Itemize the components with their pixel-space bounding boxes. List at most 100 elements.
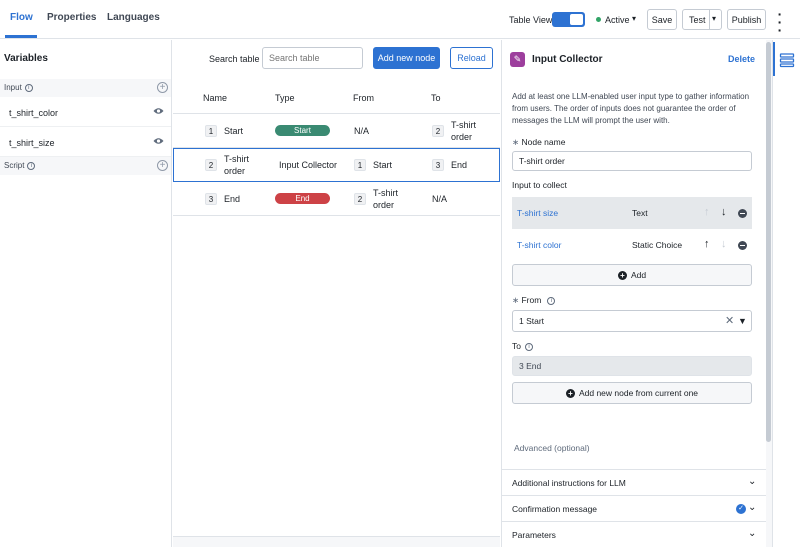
table-row[interactable]: 1 Start Start N/A 2 T-shirt order — [173, 114, 500, 148]
to-index: 3 — [432, 159, 444, 171]
search-input[interactable] — [262, 47, 363, 69]
to-value: N/A — [432, 194, 448, 204]
add-new-node-button[interactable]: Add new node — [373, 47, 440, 69]
add-input-icon[interactable]: + — [157, 82, 168, 93]
input-item-name[interactable]: T-shirt color — [517, 240, 562, 250]
accordion-label: Confirmation message — [512, 504, 598, 514]
publish-button[interactable]: Publish — [727, 9, 766, 30]
advanced-label: Advanced (optional) — [514, 443, 590, 453]
horizontal-scrollbar[interactable] — [173, 536, 500, 547]
to-value: End — [451, 160, 468, 170]
caret-down-icon[interactable]: ▼ — [738, 316, 747, 326]
top-bar: Flow Properties Languages Table View Act… — [0, 0, 800, 39]
node-index: 1 — [205, 125, 217, 137]
reload-button[interactable]: Reload — [450, 47, 493, 69]
caret-down-icon[interactable]: ▾ — [632, 14, 637, 23]
eye-icon[interactable] — [153, 137, 164, 145]
move-down-icon[interactable]: ↓ — [721, 238, 727, 250]
input-section-text: Input — [4, 83, 22, 92]
input-collector-icon: ✎ — [510, 52, 525, 67]
from-index: 2 — [354, 193, 366, 205]
vertical-scrollbar-thumb[interactable] — [766, 42, 771, 442]
node-index: 3 — [205, 193, 217, 205]
accordion-additional-instructions[interactable]: Additional instructions for LLM ⌄ — [502, 469, 768, 495]
accordion-parameters[interactable]: Parameters ⌄ — [502, 521, 768, 547]
move-up-icon[interactable]: ↑ — [704, 206, 710, 218]
required-asterisk-icon: ∗ — [512, 137, 522, 147]
table-row-selected[interactable]: 2 T-shirt order Input Collector 1 Start … — [173, 148, 500, 182]
info-icon: i — [24, 83, 33, 92]
accordion-confirmation-message[interactable]: Confirmation message ✓ ⌄ — [502, 495, 768, 521]
script-section-label: Script i — [4, 161, 36, 170]
add-script-icon[interactable]: + — [157, 160, 168, 171]
column-header-from[interactable]: From — [353, 93, 374, 103]
delete-button[interactable]: Delete — [728, 54, 756, 64]
input-item-row[interactable]: T-shirt size Text ↑ ↓ — [512, 197, 752, 229]
input-item-row[interactable]: T-shirt color Static Choice ↑ ↓ — [512, 229, 752, 261]
node-details-panel: ✎ Input Collector Delete Add at least on… — [501, 40, 772, 547]
split-divider — [709, 10, 710, 29]
panel-description: Add at least one LLM-enabled user input … — [512, 92, 750, 125]
add-input-button[interactable]: + Add — [512, 264, 752, 286]
table-view-toggle[interactable] — [552, 12, 585, 27]
from-label: ∗ From i — [512, 295, 556, 306]
rail-active-indicator — [773, 42, 775, 76]
column-header-to[interactable]: To — [431, 93, 441, 103]
clear-icon[interactable]: ✕ — [725, 315, 735, 327]
move-up-icon[interactable]: ↑ — [704, 238, 710, 250]
more-menu-icon[interactable]: · · · — [777, 6, 783, 38]
variable-row[interactable]: t_shirt_color — [0, 98, 171, 127]
right-rail — [772, 40, 800, 547]
add-node-from-current-button[interactable]: + Add new node from current one — [512, 382, 752, 404]
variable-row[interactable]: t_shirt_size — [0, 128, 171, 157]
input-to-collect-label: Input to collect — [512, 180, 567, 190]
variables-title: Variables — [4, 53, 48, 64]
to-index: 2 — [432, 125, 444, 137]
table-row[interactable]: 3 End End 2 T-shirt order N/A — [173, 182, 500, 216]
input-item-name[interactable]: T-shirt size — [517, 208, 559, 218]
remove-icon[interactable] — [738, 209, 747, 218]
tab-languages[interactable]: Languages — [107, 12, 160, 23]
remove-icon[interactable] — [738, 241, 747, 250]
to-field-readonly: 3 End — [512, 356, 752, 376]
node-index: 2 — [205, 159, 217, 171]
panel-title: Input Collector — [532, 54, 603, 65]
variable-name: t_shirt_color — [9, 108, 59, 118]
add-input-label: Add — [630, 270, 647, 280]
to-label: To i — [512, 341, 533, 351]
node-name-label-text: Node name — [521, 137, 566, 147]
toggle-knob — [570, 14, 583, 25]
accordion-label: Parameters — [512, 530, 556, 540]
input-section-label: Input i — [4, 83, 33, 92]
caret-down-icon[interactable]: ▾ — [712, 14, 717, 23]
input-section-header: Input i + — [0, 79, 171, 97]
tab-flow[interactable]: Flow — [10, 12, 33, 23]
header-divider — [173, 113, 500, 114]
from-value: T-shirt order — [373, 188, 399, 210]
tab-properties[interactable]: Properties — [47, 12, 97, 23]
input-item-type: Text — [632, 208, 648, 218]
info-icon: i — [547, 296, 556, 305]
status-dropdown[interactable]: Active — [605, 15, 630, 25]
details-panel-icon[interactable] — [779, 52, 795, 68]
input-item-type: Static Choice — [632, 240, 683, 250]
column-header-name[interactable]: Name — [203, 93, 228, 103]
chevron-down-icon: ⌄ — [748, 476, 757, 487]
node-name-field[interactable]: T-shirt order — [512, 151, 752, 171]
from-select[interactable]: 1 Start ✕ ▼ — [512, 310, 752, 332]
column-header-type[interactable]: Type — [275, 93, 295, 103]
variables-panel: Variables Input i + t_shirt_color t_shirt… — [0, 40, 172, 547]
from-select-value: 1 Start — [519, 316, 545, 326]
test-button[interactable]: Test ▾ — [682, 9, 722, 30]
script-section-text: Script — [4, 161, 25, 170]
move-down-icon[interactable]: ↓ — [721, 206, 727, 218]
node-table-area: Search table Add new node Reload Name Ty… — [173, 40, 500, 547]
save-button[interactable]: Save — [647, 9, 677, 30]
type-badge: Start — [275, 125, 330, 136]
node-name-label: ∗ Node name — [512, 137, 565, 148]
chevron-down-icon: ⌄ — [748, 502, 757, 513]
to-value: T-shirt order — [451, 120, 477, 142]
add-node-label: Add new node from current one — [578, 388, 699, 398]
info-icon: i — [524, 342, 533, 351]
eye-icon[interactable] — [153, 107, 164, 115]
